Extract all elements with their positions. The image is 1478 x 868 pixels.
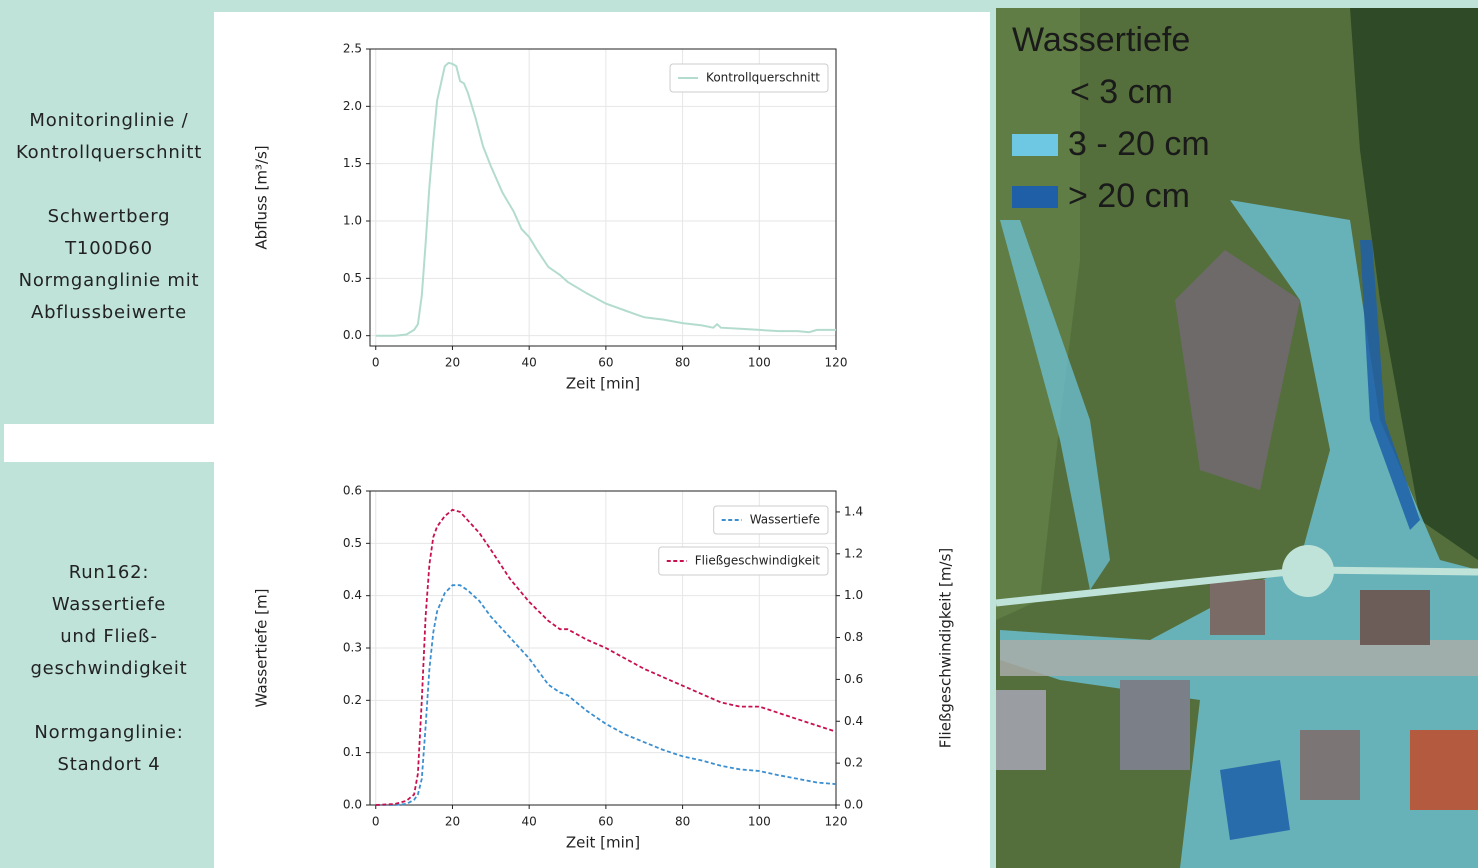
y-tick-label: 0.4	[343, 588, 362, 602]
y-axis-label: Wassertiefe [m]	[253, 589, 271, 708]
x-tick-label: 120	[825, 356, 848, 370]
panel-text: und Fließ-	[60, 626, 158, 647]
legend-swatch	[1012, 134, 1058, 156]
plot-frame	[369, 490, 837, 806]
y-tick-label: 0.1	[343, 745, 362, 759]
panel-text: T100D60	[64, 238, 153, 259]
y2-tick-label: 1.0	[844, 588, 863, 602]
panel-text: Monitoringlinie /	[29, 110, 188, 131]
trees	[1350, 8, 1478, 560]
legend-box	[658, 546, 829, 576]
y-tick-label: 0.0	[343, 328, 362, 342]
y-tick-label: 0.0	[343, 798, 362, 812]
map-legend-item: > 20 cm	[1068, 177, 1190, 215]
legend-label: Kontrollquerschnitt	[706, 71, 820, 85]
building	[1175, 250, 1300, 490]
y-tick-label: 0.2	[343, 693, 362, 707]
y-tick-label: 0.5	[343, 536, 362, 550]
x-tick-label: 60	[598, 356, 613, 370]
y-tick-label: 0.3	[343, 641, 362, 655]
x-tick-label: 80	[675, 356, 690, 370]
map-legend-item: 3 - 20 cm	[1068, 125, 1210, 163]
y-tick-label: 0.5	[343, 271, 362, 285]
y-tick-label: 1.5	[343, 156, 362, 170]
y2-tick-label: 0.0	[844, 798, 863, 812]
x-tick-label: 100	[748, 815, 771, 829]
map: Wassertiefe < 3 cm 3 - 20 cm > 20 cm	[995, 8, 1478, 868]
x-tick-label: 60	[598, 815, 613, 829]
panel-text: Wassertiefe	[52, 594, 166, 615]
panel-text: Schwertberg	[48, 206, 171, 227]
building	[1120, 680, 1190, 770]
panel-text: Standort 4	[58, 754, 161, 775]
panel-text: Abflussbeiwerte	[31, 302, 187, 323]
x-tick-label: 0	[372, 815, 380, 829]
building	[1300, 730, 1360, 800]
x-tick-label: 20	[445, 356, 460, 370]
legend-label: Wassertiefe	[750, 513, 820, 527]
legend-label: Fließgeschwindigkeit	[695, 554, 821, 568]
y2-tick-label: 0.6	[844, 672, 863, 686]
panel-text: Normganglinie:	[34, 722, 183, 743]
x-tick-label: 40	[522, 356, 537, 370]
y-tick-label: 2.5	[343, 42, 362, 56]
y-axis-label: Abfluss [m³/s]	[253, 145, 271, 249]
label-panel	[4, 462, 214, 868]
building	[1360, 590, 1430, 645]
y2-tick-label: 1.2	[844, 546, 863, 560]
map-legend-title: Wassertiefe	[1012, 21, 1190, 59]
water-shallow	[1000, 220, 1110, 590]
panel-text: geschwindigkeit	[30, 658, 187, 679]
water-shallow	[1000, 200, 1478, 868]
legend: Wassertiefe	[713, 505, 829, 535]
x-tick-label: 20	[445, 815, 460, 829]
map-legend-item: < 3 cm	[1070, 73, 1173, 111]
label-panel	[4, 12, 214, 424]
x-tick-label: 120	[825, 815, 848, 829]
series-line	[375, 508, 837, 806]
x-tick-label: 40	[522, 815, 537, 829]
water-deep	[1220, 760, 1290, 840]
panel-text: Run162:	[69, 562, 150, 583]
legend: Fließgeschwindigkeit	[658, 546, 829, 576]
water-deep	[1360, 240, 1420, 530]
x-tick-label: 100	[748, 356, 771, 370]
legend-box	[669, 63, 829, 93]
building	[1410, 730, 1478, 810]
y-tick-label: 2.0	[343, 99, 362, 113]
series-line	[375, 61, 836, 337]
y2-tick-label: 0.4	[844, 714, 863, 728]
x-tick-label: 0	[372, 356, 380, 370]
y-tick-label: 0.6	[343, 484, 362, 498]
plot-frame	[369, 48, 837, 347]
series-line	[375, 584, 837, 806]
x-axis-label: Zeit [min]	[566, 375, 640, 393]
monitoring-point	[1282, 545, 1334, 597]
road	[1000, 640, 1478, 676]
legend-swatch	[1012, 186, 1058, 208]
legend: Kontrollquerschnitt	[669, 63, 829, 93]
x-tick-label: 80	[675, 815, 690, 829]
y-tick-label: 1.0	[343, 214, 362, 228]
legend-box	[713, 505, 829, 535]
y2-tick-label: 0.8	[844, 630, 863, 644]
y2-tick-label: 1.4	[844, 504, 863, 518]
panel-text: Kontrollquerschnitt	[16, 142, 202, 163]
y2-tick-label: 0.2	[844, 756, 863, 770]
building	[1210, 580, 1265, 635]
building	[996, 690, 1046, 770]
y2-axis-label: Fließgeschwindigkeit [m/s]	[937, 548, 955, 749]
panel-text: Normganglinie mit	[19, 270, 200, 291]
x-axis-label: Zeit [min]	[566, 834, 640, 852]
